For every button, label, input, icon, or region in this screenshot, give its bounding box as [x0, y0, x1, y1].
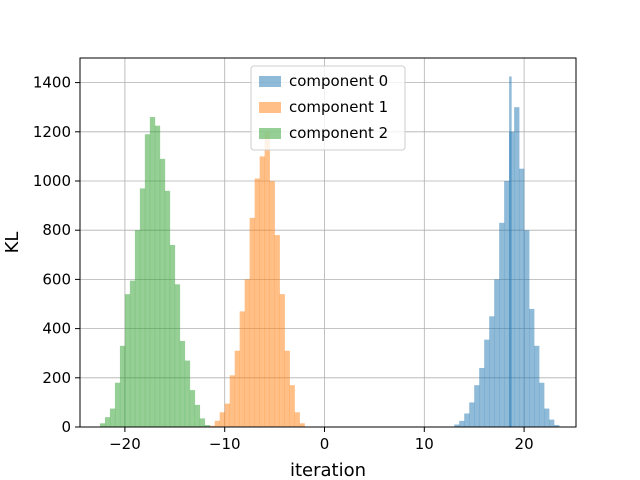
- y-tick-label: 1200: [33, 123, 71, 141]
- y-tick-label: 800: [42, 221, 71, 239]
- histogram-bar-series-2: [154, 125, 161, 428]
- histogram-bar-series-1: [214, 420, 221, 427]
- chart-legend: component 0 component 1 component 2: [250, 65, 406, 151]
- histogram-bar-series-0: [549, 419, 555, 427]
- histogram-bar-series-1: [239, 311, 245, 427]
- histogram-bar-series-0: [529, 308, 535, 427]
- histogram-bar-series-0: [459, 420, 465, 427]
- legend-box: [250, 65, 406, 151]
- histogram-bar-series-1: [264, 131, 270, 428]
- histogram-bar-series-2: [179, 340, 186, 427]
- histogram-bar-series-0: [514, 107, 520, 427]
- histogram-bar-series-2: [139, 188, 146, 427]
- histogram-bar-series-0: [544, 408, 550, 427]
- histogram-bar-series-1: [209, 425, 216, 427]
- histogram-bar-series-2: [184, 360, 191, 427]
- histogram-bar-series-1: [234, 350, 240, 427]
- histogram-bar-series-1: [299, 423, 305, 427]
- legend-swatch: [259, 76, 281, 87]
- legend-entry-label: component 0: [289, 72, 388, 90]
- histogram-bar-series-2: [119, 345, 126, 427]
- histogram-bar-series-0: [474, 385, 480, 427]
- x-axis-label: iteration: [290, 460, 366, 480]
- histogram-bar-series-2: [114, 382, 121, 427]
- histogram-bar-series-0: [519, 168, 525, 427]
- histogram-bar-series-2: [109, 408, 116, 427]
- histogram-bar-series-0: [479, 367, 485, 427]
- histogram-bar-series-1: [219, 412, 226, 427]
- histogram-bar-series-0-peak: [509, 76, 512, 427]
- histogram-bar-series-0: [494, 279, 500, 427]
- histogram-bar-series-0: [534, 345, 540, 427]
- histogram-bar-series-1: [274, 235, 280, 427]
- histogram-bar-series-0: [499, 222, 505, 427]
- histogram-bars: [99, 76, 560, 428]
- histogram-bar-series-0: [554, 425, 560, 427]
- histogram-bar-series-2: [144, 134, 151, 427]
- y-axis-label: KL: [2, 232, 23, 254]
- histogram-bar-series-2: [99, 423, 106, 427]
- x-tick-label: −20: [109, 435, 141, 453]
- histogram-bar-series-2: [149, 117, 156, 427]
- histogram-bar-series-0: [464, 413, 470, 427]
- y-tick-label: 1000: [33, 172, 71, 190]
- histogram-bar-series-2: [199, 418, 206, 427]
- x-tick-label: 10: [415, 435, 434, 453]
- histogram-bar-series-2: [129, 280, 136, 427]
- histogram-bar-series-0: [484, 339, 490, 427]
- y-axis-ticks: 0 200 400 600 800 1000 1200 1400: [33, 74, 80, 436]
- histogram-bar-series-2: [189, 390, 196, 427]
- x-axis-ticks: −20 −10 0 10 20: [109, 427, 534, 453]
- histogram-bar-series-1: [269, 181, 275, 427]
- histogram-bar-series-0: [454, 424, 460, 427]
- histogram-bar-series-2: [204, 425, 211, 427]
- histogram-bar-series-2: [194, 404, 201, 427]
- plot-frame: [79, 57, 577, 428]
- legend-swatch: [259, 102, 281, 113]
- histogram-bar-series-2: [169, 244, 176, 427]
- legend-swatch: [259, 128, 281, 139]
- histogram-bar-series-1: [279, 294, 285, 427]
- histogram-bar-series-0: [524, 230, 530, 427]
- histogram-bar-series-2: [134, 230, 141, 427]
- histogram-bar-series-1: [249, 217, 255, 427]
- histogram-bar-series-1: [259, 156, 265, 427]
- x-tick-label: 0: [320, 435, 330, 453]
- histogram-bar-series-1: [224, 403, 230, 427]
- y-tick-label: 0: [61, 418, 71, 436]
- histogram-bar-series-0: [469, 402, 475, 427]
- histogram-bar-series-1: [289, 385, 295, 427]
- histogram-bar-series-2: [174, 284, 181, 427]
- legend-entry-label: component 1: [289, 98, 388, 116]
- histogram-bar-series-0: [509, 131, 515, 428]
- histogram-bar-series-1: [229, 375, 235, 427]
- y-tick-label: 400: [42, 320, 71, 338]
- x-tick-label: 20: [515, 435, 534, 453]
- histogram-bar-series-1: [244, 279, 250, 427]
- histogram-bar-series-1: [294, 412, 300, 427]
- y-tick-label: 1400: [33, 74, 71, 92]
- histogram-bar-series-0: [539, 382, 545, 427]
- histogram-bar-series-0: [489, 316, 495, 427]
- histogram-bar-series-1: [254, 178, 260, 427]
- histogram-bar-series-2: [124, 294, 131, 427]
- x-tick-label: −10: [209, 435, 241, 453]
- histogram-bar-series-2: [164, 190, 171, 427]
- histogram-bar-series-1: [284, 350, 290, 427]
- histogram-bar-series-0: [504, 181, 510, 427]
- legend-entry-label: component 2: [289, 124, 388, 142]
- histogram-bar-series-2: [104, 417, 111, 427]
- histogram-bar-series-2: [159, 158, 166, 428]
- y-tick-label: 600: [42, 270, 71, 288]
- y-tick-label: 200: [42, 369, 71, 387]
